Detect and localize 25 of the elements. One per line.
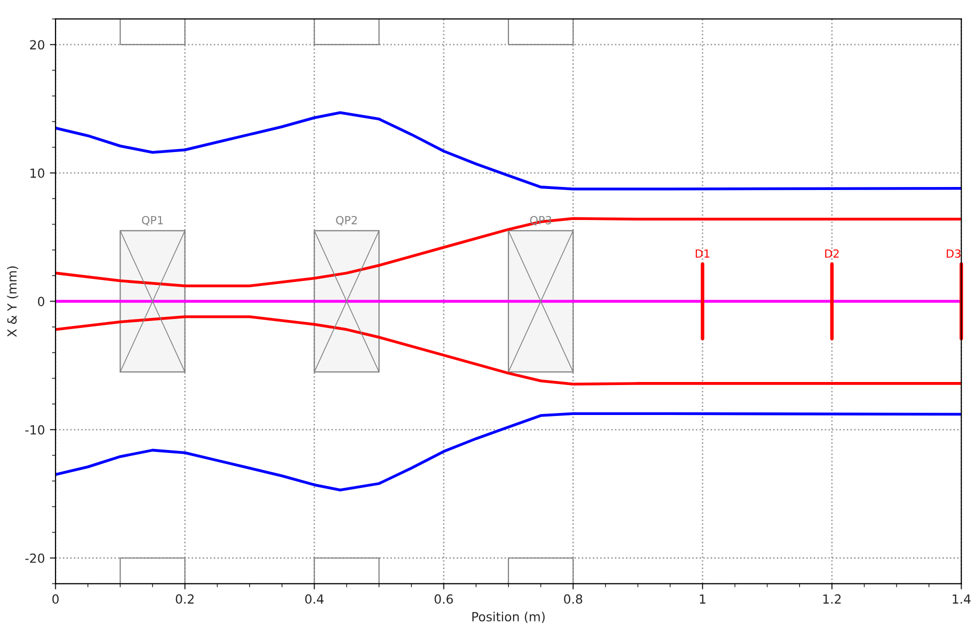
x-axis-title: Position (m) xyxy=(472,612,545,623)
ref-line-label: D2 xyxy=(825,249,839,258)
line-series xyxy=(56,412,962,492)
y-tick-label: -20 xyxy=(25,553,44,563)
band-label: QP1 xyxy=(142,216,163,226)
x-tick-label: 0.8 xyxy=(564,594,582,604)
y-axis-title: X & Y (mm) xyxy=(7,266,18,337)
y-tick-label: 10 xyxy=(30,168,44,178)
x-tick-label: 0.2 xyxy=(176,594,194,604)
x-tick-label: 1.4 xyxy=(952,594,971,604)
y-tick-label: 0 xyxy=(38,296,44,306)
ref-line-label: D3 xyxy=(946,249,960,258)
line-series xyxy=(56,111,962,190)
x-tick-label: 0 xyxy=(52,594,59,604)
ref-line-label: D1 xyxy=(696,250,710,258)
y-tick-label: -10 xyxy=(25,425,44,435)
x-tick-label: 1 xyxy=(700,594,706,604)
x-tick-label: 0.6 xyxy=(434,594,453,604)
y-tick-label: 20 xyxy=(30,40,44,50)
x-tick-label: 1.2 xyxy=(823,594,841,604)
band-label: QP3 xyxy=(530,216,552,226)
band-label: QP2 xyxy=(336,216,357,226)
line-series xyxy=(56,217,962,288)
x-tick-label: 0.4 xyxy=(305,594,324,604)
line-series xyxy=(56,315,962,386)
